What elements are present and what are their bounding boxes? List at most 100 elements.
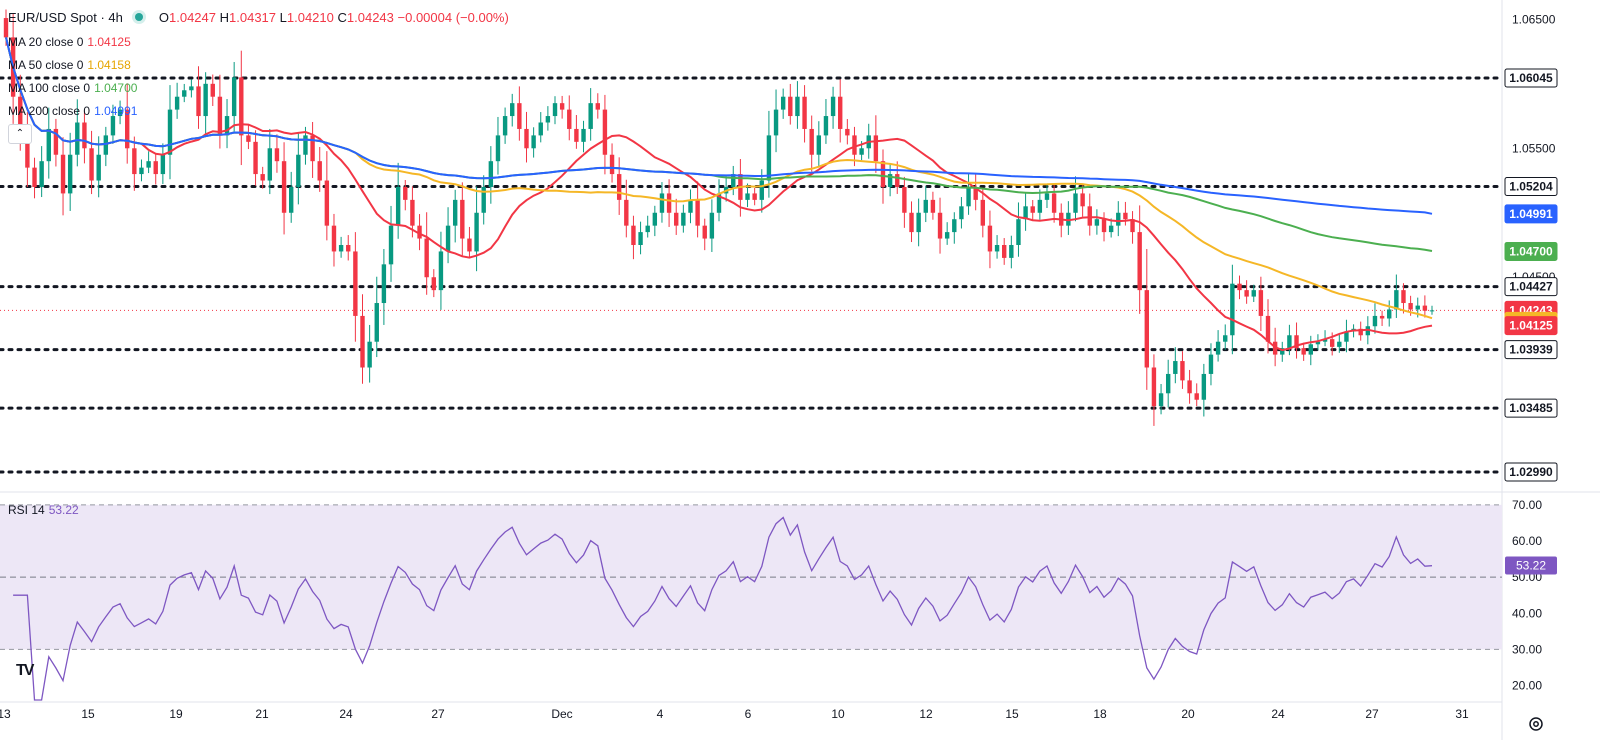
- rsi-legend[interactable]: RSI 14 53.22: [8, 503, 79, 517]
- candle-body: [96, 154, 101, 181]
- price-tag-box: [1504, 241, 1558, 261]
- candle-body: [139, 167, 144, 175]
- candle-body: [666, 193, 672, 213]
- time-tick-label: 21: [255, 707, 269, 721]
- candle-body: [239, 77, 244, 136]
- rsi-tick-label: 20.00: [1512, 679, 1542, 693]
- candle-body: [381, 264, 387, 304]
- candle-body: [217, 96, 223, 136]
- time-tick-label: 20: [1181, 707, 1195, 721]
- candle-body: [1223, 335, 1228, 342]
- price-tag: 1.04125: [1504, 316, 1558, 336]
- candle-body: [959, 206, 964, 220]
- candle-body: [1251, 290, 1256, 297]
- candle-body: [1037, 199, 1043, 213]
- price-tag-box: [1504, 277, 1558, 297]
- candle-body: [845, 128, 850, 136]
- time-tick-label: 31: [1455, 707, 1469, 721]
- candle-body: [1322, 339, 1328, 342]
- candle-body: [545, 116, 551, 123]
- candle-body: [60, 154, 66, 194]
- ma-line-20: [5, 37, 1433, 352]
- price-tag: 1.04991: [1504, 204, 1558, 224]
- legend-ma100[interactable]: MA 100 close 0 1.04700: [8, 81, 138, 95]
- candle-body: [274, 148, 280, 162]
- rsi-tick-label: 70.00: [1512, 498, 1542, 512]
- price-tag-label: 1.05204: [1509, 179, 1553, 193]
- candle-body: [1016, 219, 1021, 245]
- candle-body: [1387, 309, 1392, 319]
- price-tag-label: 1.04991: [1509, 207, 1553, 221]
- candle-body: [980, 199, 986, 226]
- legend-ma20[interactable]: MA 20 close 0 1.04125: [8, 35, 131, 49]
- candle-body: [1401, 290, 1406, 304]
- candle-body: [602, 109, 608, 155]
- rsi-line: [13, 516, 1433, 701]
- candle-body: [452, 199, 458, 226]
- candle-body: [930, 199, 936, 213]
- time-tick-label: 18: [1093, 707, 1107, 721]
- candle-body: [574, 128, 579, 142]
- candle-body: [296, 154, 301, 187]
- candle-body: [823, 116, 829, 136]
- candle-body: [1009, 245, 1014, 258]
- rsi-tick-label: 30.00: [1512, 642, 1542, 656]
- time-tick-label: 15: [1005, 707, 1019, 721]
- candle-body: [1208, 354, 1214, 374]
- candle-body: [367, 341, 372, 368]
- candle-body: [246, 135, 251, 142]
- market-status-icon: [134, 13, 143, 21]
- candle-body: [25, 135, 30, 168]
- candle-body: [82, 122, 87, 149]
- candle-body: [1137, 232, 1142, 291]
- candle-body: [895, 174, 900, 187]
- candle-body: [716, 193, 722, 213]
- candle-body: [887, 174, 893, 187]
- candle-body: [224, 116, 230, 136]
- time-tick-label: 12: [919, 707, 933, 721]
- candle-body: [46, 128, 51, 162]
- candle-body: [624, 199, 629, 226]
- legend-ma50[interactable]: MA 50 close 0 1.04158: [8, 58, 131, 72]
- candle-body: [1294, 335, 1299, 349]
- time-tick-label: Dec: [551, 707, 572, 721]
- candle-body: [346, 245, 351, 252]
- candle-body: [460, 199, 465, 239]
- candle-body: [1301, 348, 1306, 355]
- ohlc-readout: O1.04247 H1.04317 L1.04210 C1.04243 −0.0…: [158, 10, 509, 25]
- candle-body: [994, 245, 1000, 252]
- settings-gear-icon[interactable]: [1526, 714, 1546, 734]
- candle-body: [303, 135, 308, 155]
- candle-body: [360, 315, 365, 368]
- collapse-legend-button[interactable]: ⌃: [8, 124, 32, 144]
- candle-body: [89, 148, 94, 181]
- candle-body: [1244, 290, 1249, 297]
- candle-body: [1165, 373, 1171, 394]
- price-tag: 1.03939: [1504, 340, 1558, 360]
- price-tick-label: 1.06500: [1512, 12, 1556, 26]
- symbol-title[interactable]: EUR/USD Spot · 4h: [8, 10, 123, 25]
- candle-body: [1073, 193, 1078, 213]
- candle-body: [1287, 335, 1292, 349]
- candle-body: [937, 212, 943, 239]
- time-tick-label: 10: [831, 707, 845, 721]
- candle-body: [567, 109, 572, 129]
- candle-body: [759, 180, 764, 200]
- candle-body: [32, 167, 37, 187]
- candle-body: [1429, 310, 1435, 312]
- candle-body: [117, 109, 123, 117]
- candle-body: [374, 303, 379, 342]
- candle-body: [174, 96, 180, 110]
- candle-body: [859, 148, 864, 155]
- candle-body: [125, 109, 130, 149]
- legend-ma200[interactable]: MA 200 close 0 1.04991: [8, 104, 138, 118]
- ma-line-200: [5, 37, 1433, 215]
- candle-body: [67, 154, 73, 194]
- candle-body: [1158, 393, 1164, 407]
- candle-body: [631, 225, 636, 245]
- price-tag-box: [1504, 68, 1558, 88]
- candle-body: [153, 161, 158, 175]
- candle-body: [952, 219, 957, 233]
- candle-body: [324, 180, 330, 226]
